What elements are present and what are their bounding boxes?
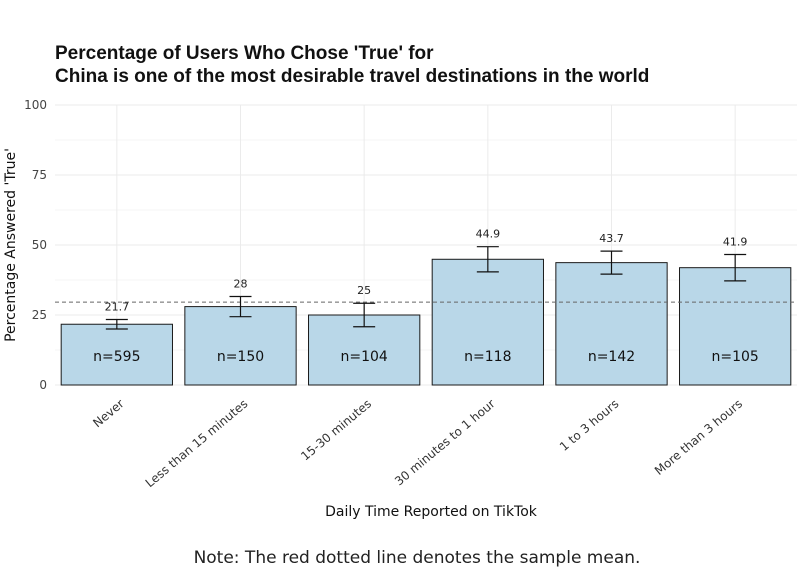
y-tick-label: 50: [32, 238, 47, 252]
x-tick-label: 15-30 minutes: [298, 397, 374, 464]
y-axis-ticks: 0 25 50 75 100: [24, 98, 47, 392]
x-axis-ticks: Never Less than 15 minutes 15-30 minutes 30…: [90, 397, 745, 491]
value-label: 44.9: [476, 228, 501, 241]
y-tick-label: 0: [39, 378, 47, 392]
bar: [679, 267, 792, 386]
x-tick-label: 1 to 3 hours: [557, 397, 622, 454]
bars: [60, 258, 792, 386]
data-labels: 21.7 n=595 28 n=150 25 n=104 44.9 n=118 43.7 n=14…: [93, 228, 759, 366]
sample-size-label: n=104: [341, 349, 388, 365]
value-label: 28: [234, 278, 248, 291]
y-tick-label: 100: [24, 98, 47, 112]
sample-size-label: n=150: [217, 349, 264, 365]
chart-note: Note: The red dotted line denotes the sa…: [194, 548, 641, 568]
sample-size-label: n=105: [712, 349, 759, 365]
sample-size-label: n=595: [93, 349, 140, 365]
value-label: 25: [357, 284, 371, 297]
bar: [184, 306, 297, 386]
chart-title-line1: Percentage of Users Who Chose 'True' for: [55, 43, 434, 64]
y-tick-label: 75: [32, 168, 47, 182]
value-label: 21.7: [105, 300, 130, 313]
value-label: 41.9: [723, 236, 748, 249]
bar: [60, 323, 173, 386]
bar: [431, 258, 544, 386]
chart-title-line2: China is one of the most desirable trave…: [55, 66, 649, 87]
error-bars: [105, 246, 747, 330]
sample-size-label: n=118: [464, 349, 511, 365]
bar: [555, 262, 668, 386]
x-tick-label: More than 3 hours: [652, 397, 745, 478]
x-tick-label: Less than 15 minutes: [143, 397, 251, 491]
y-axis-label: Percentage Answered 'True': [3, 148, 19, 342]
x-tick-label: Never: [90, 397, 126, 431]
y-tick-label: 25: [32, 308, 47, 322]
x-tick-label: 30 minutes to 1 hour: [392, 397, 498, 489]
sample-size-label: n=142: [588, 349, 635, 365]
value-label: 43.7: [599, 232, 624, 245]
x-axis-label: Daily Time Reported on TikTok: [325, 504, 538, 520]
